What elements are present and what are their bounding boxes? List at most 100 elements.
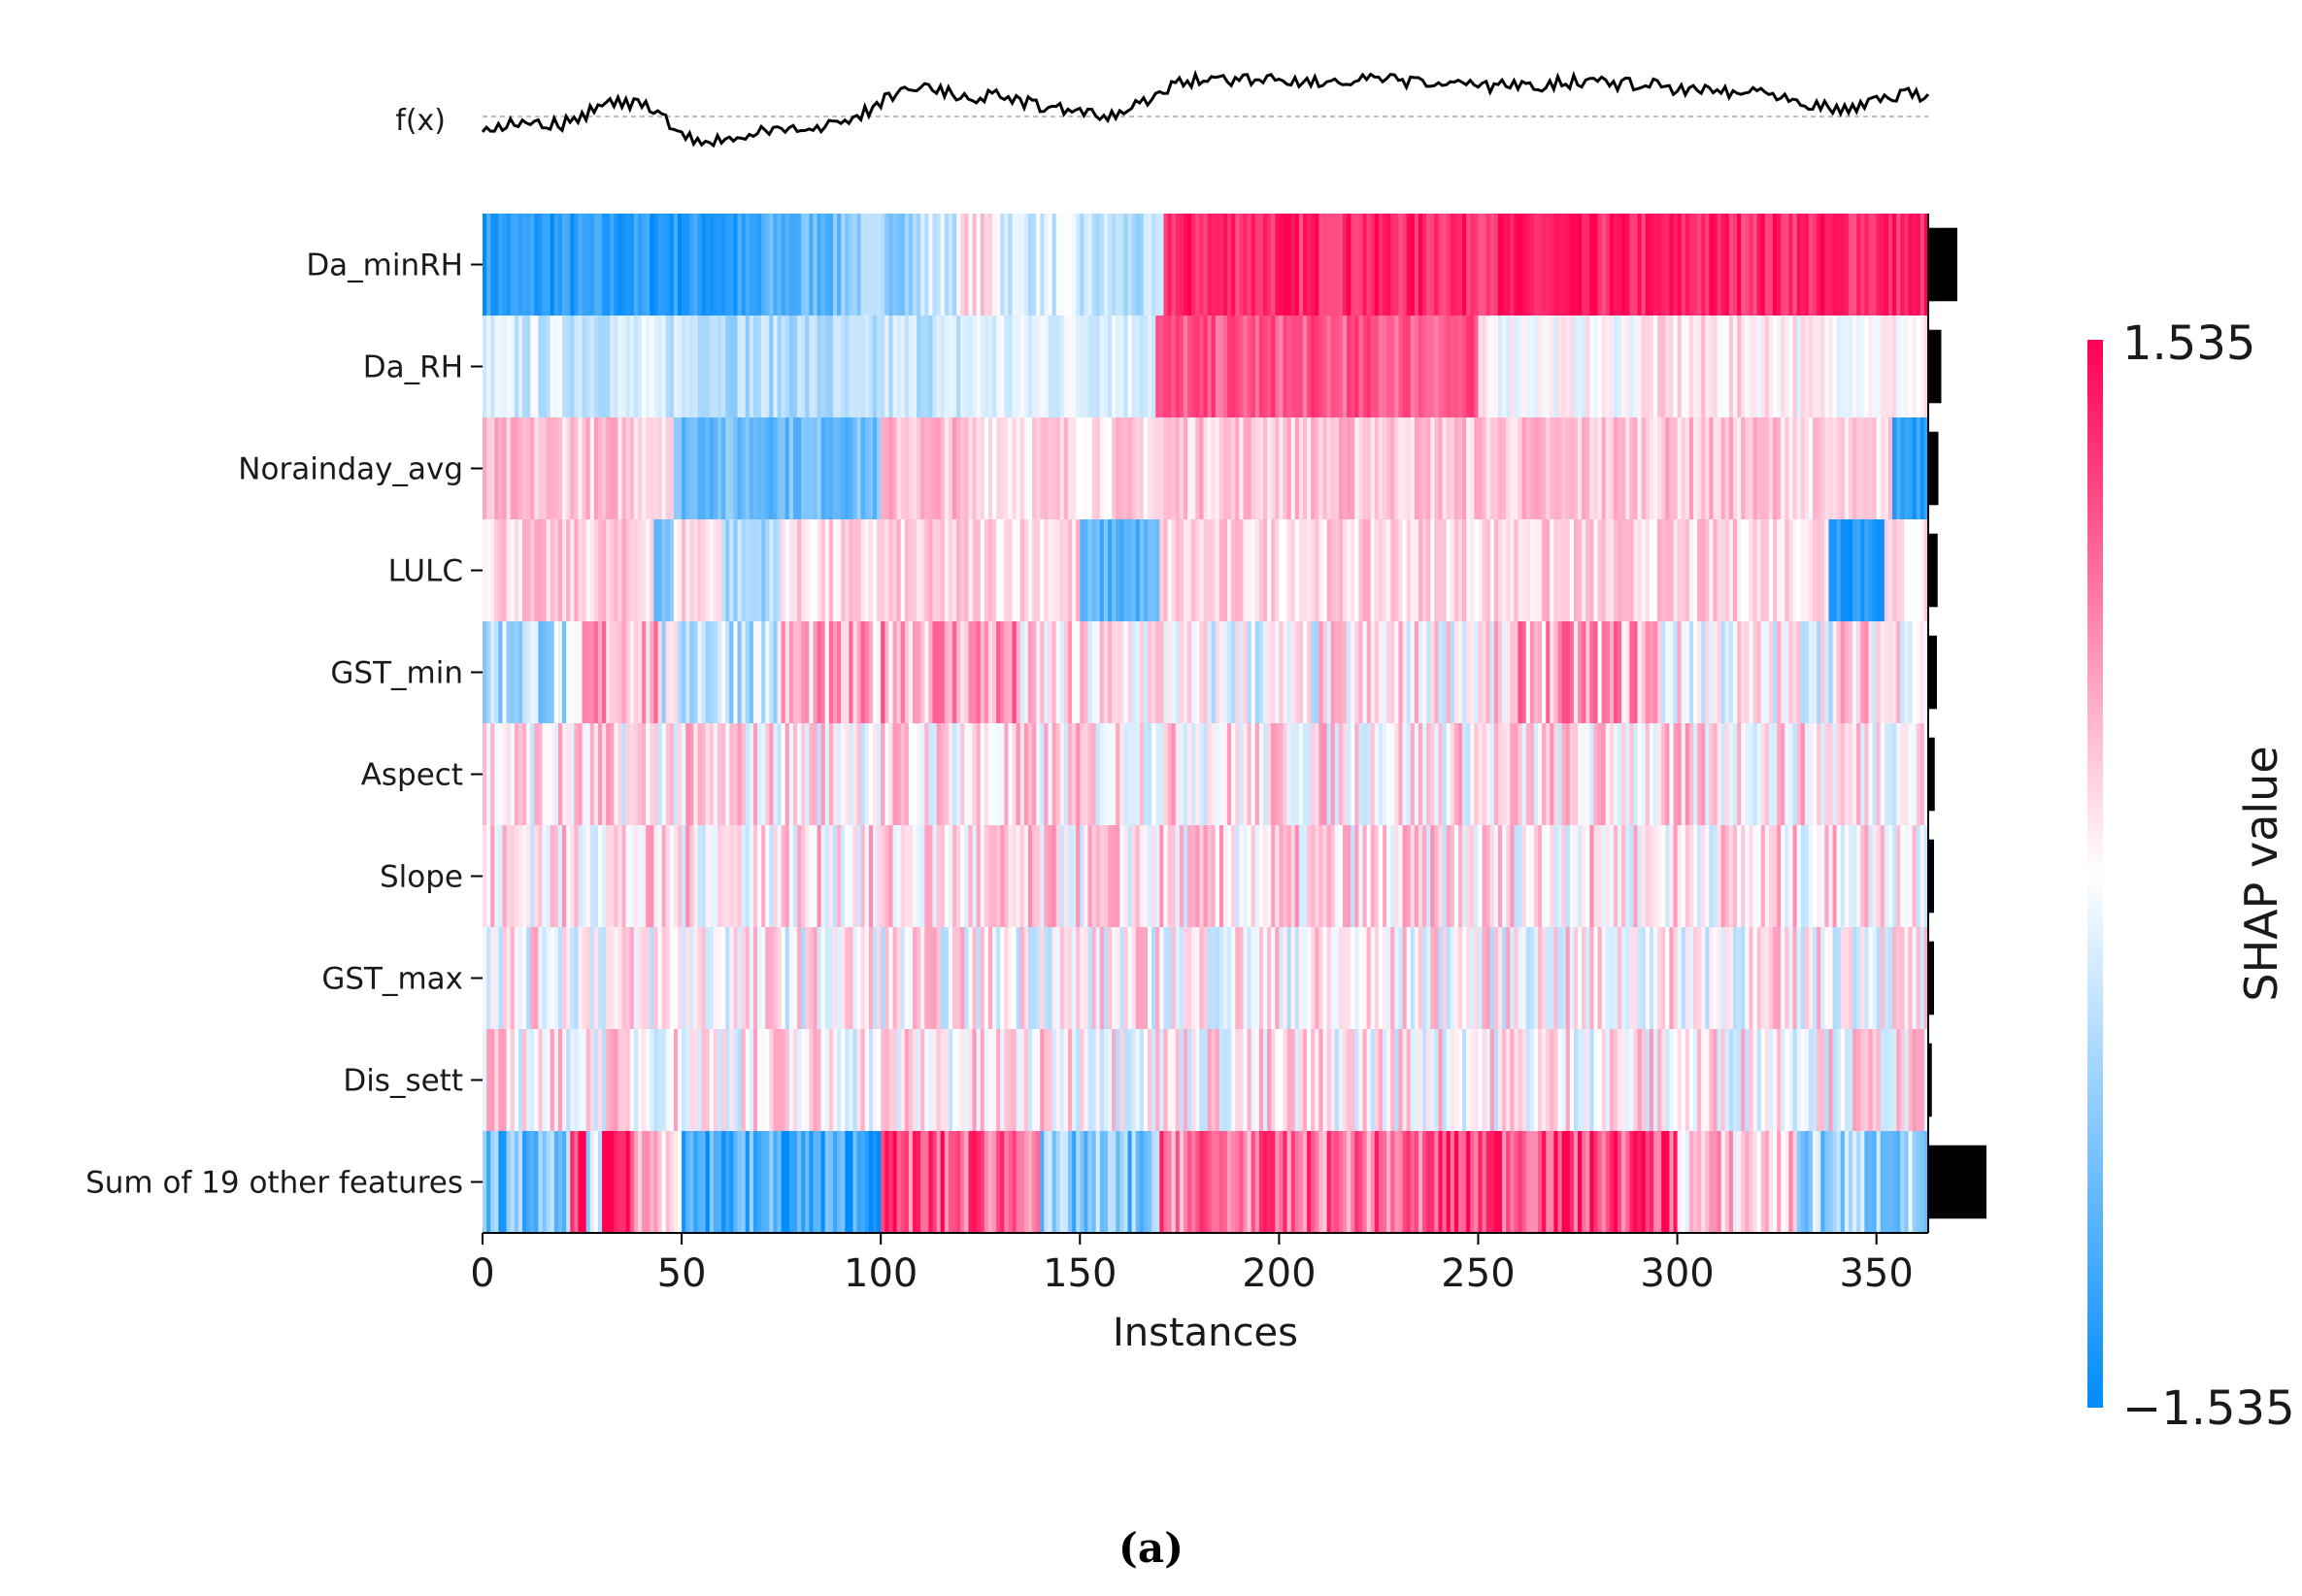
heatmap-cell xyxy=(1023,825,1029,927)
heatmap-cell xyxy=(1187,214,1192,316)
heatmap-cell xyxy=(1466,927,1471,1029)
heatmap-cell xyxy=(1211,417,1217,519)
heatmap-cell xyxy=(1852,825,1857,927)
heatmap-cell xyxy=(1366,927,1372,1029)
heatmap-cell xyxy=(1912,519,1918,621)
heatmap-cell xyxy=(693,519,699,621)
heatmap-cell xyxy=(1434,825,1440,927)
heatmap-cell xyxy=(617,621,623,723)
heatmap-cell xyxy=(877,621,882,723)
heatmap-cell xyxy=(1502,621,1507,723)
heatmap-cell xyxy=(752,1029,758,1131)
heatmap-cell xyxy=(773,621,779,723)
heatmap-cell xyxy=(741,723,747,825)
heatmap-cell xyxy=(1414,825,1419,927)
heatmap-cell xyxy=(1828,621,1834,723)
heatmap-cell xyxy=(1904,825,1910,927)
heatmap-cell xyxy=(1267,214,1272,316)
heatmap-cell xyxy=(928,316,934,417)
heatmap-cell xyxy=(709,1131,715,1233)
heatmap-cell xyxy=(1051,519,1057,621)
heatmap-cell xyxy=(486,214,491,316)
heatmap-cell xyxy=(765,825,770,927)
heatmap-cell xyxy=(1063,1029,1069,1131)
heatmap-cell xyxy=(1347,214,1351,316)
heatmap-cell xyxy=(1453,214,1459,316)
heatmap-cell xyxy=(1625,417,1630,519)
heatmap-cell xyxy=(1307,825,1312,927)
heatmap-cell xyxy=(693,316,699,417)
heatmap-cell xyxy=(1112,417,1117,519)
heatmap-cell xyxy=(904,1131,910,1233)
heatmap-cell xyxy=(984,214,989,316)
heatmap-cell xyxy=(517,519,523,621)
heatmap-cell xyxy=(1243,1131,1249,1233)
heatmap-cell xyxy=(1474,1131,1480,1233)
heatmap-cell xyxy=(932,417,938,519)
heatmap-cell xyxy=(1251,214,1256,316)
heatmap-cell xyxy=(1195,621,1200,723)
heatmap-cell xyxy=(1485,316,1491,417)
heatmap-cell xyxy=(745,621,751,723)
heatmap-cell xyxy=(602,214,607,316)
heatmap-cell xyxy=(1262,1029,1268,1131)
heatmap-cell xyxy=(1163,621,1169,723)
heatmap-cell xyxy=(1326,621,1332,723)
heatmap-cell xyxy=(514,621,519,723)
heatmap-cell xyxy=(1406,519,1412,621)
heatmap-cell xyxy=(960,927,965,1029)
heatmap-cell xyxy=(1203,825,1209,927)
heatmap-cell xyxy=(1175,417,1181,519)
heatmap-cell xyxy=(1430,417,1435,519)
heatmap-cell xyxy=(1565,621,1571,723)
heatmap-cell xyxy=(1251,1131,1256,1233)
heatmap-cell xyxy=(1358,723,1364,825)
heatmap-cell xyxy=(1051,1029,1057,1131)
heatmap-cell xyxy=(689,519,694,621)
heatmap-cell xyxy=(1374,417,1380,519)
heatmap-cell xyxy=(792,825,798,927)
heatmap-cell xyxy=(1390,519,1395,621)
heatmap-cell xyxy=(1844,825,1850,927)
heatmap-cell xyxy=(1155,1131,1160,1233)
heatmap-cell xyxy=(1203,214,1209,316)
heatmap-cell xyxy=(1705,1029,1710,1131)
heatmap-cell xyxy=(972,621,978,723)
heatmap-cell xyxy=(526,621,531,723)
heatmap-cell xyxy=(987,519,993,621)
heatmap-cell xyxy=(1749,621,1754,723)
heatmap-cell xyxy=(593,316,599,417)
heatmap-cell xyxy=(1880,214,1885,316)
heatmap-cell xyxy=(701,417,707,519)
heatmap-cell xyxy=(557,825,563,927)
heatmap-cell xyxy=(1652,417,1658,519)
heatmap-cell xyxy=(1613,1131,1618,1233)
heatmap-cell xyxy=(1637,417,1643,519)
heatmap-cell xyxy=(1557,1029,1563,1131)
heatmap-cell xyxy=(944,519,950,621)
heatmap-cell xyxy=(1155,316,1160,417)
heatmap-cell xyxy=(1446,621,1451,723)
heatmap-cell xyxy=(1820,1131,1825,1233)
heatmap-cell xyxy=(1148,1131,1152,1233)
heatmap-cell xyxy=(717,927,722,1029)
heatmap-cell xyxy=(1159,723,1165,825)
heatmap-cell xyxy=(1485,1131,1491,1233)
heatmap-cell xyxy=(884,621,889,723)
heatmap-cell xyxy=(1466,316,1471,417)
heatmap-cell xyxy=(1127,1131,1133,1233)
heatmap-cell xyxy=(769,417,775,519)
heatmap-cell xyxy=(1442,621,1448,723)
heatmap-cell xyxy=(582,1131,587,1233)
heatmap-cell xyxy=(517,1029,523,1131)
heatmap-cell xyxy=(530,927,535,1029)
heatmap-cell xyxy=(1087,316,1093,417)
heatmap-cell xyxy=(1688,621,1694,723)
heatmap-cell xyxy=(1733,927,1738,1029)
heatmap-cell xyxy=(602,316,607,417)
heatmap-cell xyxy=(693,825,699,927)
heatmap-cell xyxy=(1673,214,1679,316)
heatmap-cell xyxy=(1290,723,1296,825)
heatmap-cell xyxy=(813,1029,818,1131)
heatmap-cell xyxy=(1521,825,1527,927)
